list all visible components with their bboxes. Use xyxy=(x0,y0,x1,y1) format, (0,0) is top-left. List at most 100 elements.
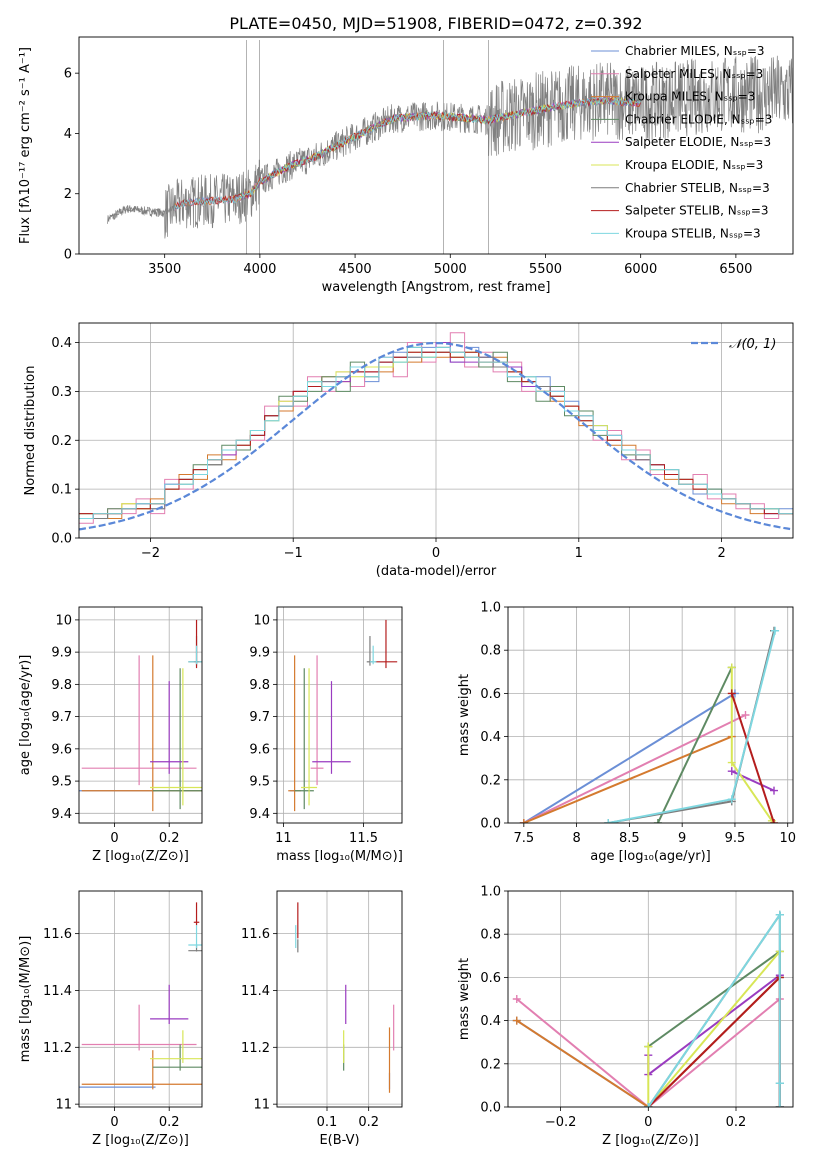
y-tick-label: 9.5 xyxy=(249,775,270,790)
weight-marker xyxy=(771,626,780,635)
x-tick-label: 0 xyxy=(432,546,440,561)
y-tick-label: 11.6 xyxy=(241,927,270,942)
model-line xyxy=(238,96,641,201)
axes-frame xyxy=(78,36,794,255)
legend-label: Salpeter STELIB, Nₛₛₚ=3 xyxy=(625,204,769,218)
weight-marker xyxy=(519,819,528,823)
weight-line xyxy=(523,714,746,823)
subplot-age_vs_Z: 0 0.2 9.4 9.5 9.6 9.7 9.8 9.9 10 Z [log₁₀(Z/Z⊙)] a… xyxy=(18,606,203,864)
x-tick-label: 11 xyxy=(275,831,292,846)
x-tick-label: 10 xyxy=(779,831,796,846)
x-axis-label: wavelength [Angstrom, rest frame] xyxy=(322,280,551,295)
axes-frame xyxy=(507,606,794,824)
y-tick-label: 1.0 xyxy=(480,601,501,616)
y-tick-label: 9.4 xyxy=(51,807,72,822)
x-tick-label: 8.5 xyxy=(619,831,640,846)
plot-area xyxy=(79,619,202,812)
plot-area xyxy=(79,332,793,531)
x-tick-label: 4500 xyxy=(339,262,372,277)
x-tick-label: 1 xyxy=(575,546,583,561)
y-tick-label: 11.4 xyxy=(241,984,270,999)
x-tick-label: 0.2 xyxy=(159,1115,180,1130)
y-tick-label: 9.9 xyxy=(51,646,72,661)
y-tick-label: 10 xyxy=(253,613,270,628)
y-tick-label: 11 xyxy=(253,1098,270,1113)
x-axis-label: mass [log₁₀(M/M⊙)] xyxy=(276,849,403,864)
y-tick-label: 0.2 xyxy=(480,1057,501,1072)
spectrum-data-line xyxy=(107,55,793,239)
legend-label: Kroupa STELIB, Nₛₛₚ=3 xyxy=(625,226,761,240)
subplot-mass_vs_ebv: 0.1 0.2 11 11.2 11.4 11.6 E(B-V) xyxy=(241,890,403,1148)
axes-frame xyxy=(78,322,794,539)
y-tick-label: 1.0 xyxy=(480,885,501,900)
x-tick-label: 5500 xyxy=(529,262,562,277)
subplot-mass_weight_vs_Z: −0.2 0 0.2 0.0 0.2 0.4 0.6 0.8 1.0 Z [log₁₀(Z/Z⊙)… xyxy=(457,885,794,1148)
weight-marker xyxy=(770,819,778,823)
x-tick-label: 4000 xyxy=(243,262,276,277)
y-tick-label: 0 xyxy=(64,248,72,263)
weight-marker xyxy=(512,995,521,1003)
normal-curve xyxy=(79,342,791,531)
y-tick-label: 0.2 xyxy=(51,434,72,449)
y-axis-label: Normed distribution xyxy=(23,366,38,496)
plot-area xyxy=(519,626,780,823)
weight-marker xyxy=(727,663,736,672)
y-tick-label: 9.9 xyxy=(249,646,270,661)
x-tick-label: 0.2 xyxy=(159,831,180,846)
x-tick-label: −2 xyxy=(141,546,160,561)
plot-area xyxy=(288,619,398,812)
y-tick-label: 10 xyxy=(55,613,72,628)
weight-marker xyxy=(770,786,778,795)
subplot-age_vs_mass: 11 11.5 9.4 9.5 9.6 9.7 9.8 9.9 10 mass [log₁₀(M/… xyxy=(249,606,403,864)
y-axis-label: mass [log₁₀(M/M⊙)] xyxy=(18,936,33,1063)
weight-line xyxy=(656,667,733,823)
x-tick-label: 0 xyxy=(644,1115,652,1130)
subplot-mass_vs_Z: 0 0.2 11 11.2 11.4 11.6 Z [log₁₀(Z/Z⊙)] mass [l… xyxy=(18,890,203,1148)
y-tick-label: 9.7 xyxy=(51,710,72,725)
y-tick-label: 6 xyxy=(64,67,72,82)
legend-label: Chabrier MILES, Nₛₛₚ=3 xyxy=(625,44,765,58)
x-tick-label: 11.5 xyxy=(349,831,378,846)
y-axis-label: Flux [fλ10⁻¹⁷ erg cm⁻² s⁻¹ A⁻¹] xyxy=(18,47,33,244)
y-tick-label: 0.0 xyxy=(51,532,72,547)
weight-marker xyxy=(644,1103,653,1107)
y-tick-label: 0.8 xyxy=(480,644,501,659)
weight-marker xyxy=(727,767,736,776)
axes-frame xyxy=(507,890,794,1108)
x-axis-label: E(B-V) xyxy=(319,1133,359,1148)
x-tick-label: 0 xyxy=(110,1115,118,1130)
x-axis-label: age [log₁₀(age/yr)] xyxy=(590,849,711,864)
weight-marker xyxy=(741,711,750,719)
y-tick-label: 0.8 xyxy=(480,928,501,943)
x-tick-label: 3500 xyxy=(148,262,181,277)
subplot-spectrum: 3500 4000 4500 5000 5500 6000 6500 0 2 4 6 waveleng… xyxy=(18,36,794,295)
plot-area xyxy=(512,910,784,1107)
y-tick-label: 11.4 xyxy=(43,984,72,999)
weight-marker xyxy=(775,910,784,919)
y-tick-label: 9.8 xyxy=(51,678,72,693)
x-tick-label: 0.1 xyxy=(317,1115,338,1130)
x-axis-label: Z [log₁₀(Z/Z⊙)] xyxy=(602,1133,699,1148)
model-line xyxy=(173,96,641,211)
x-tick-label: 6500 xyxy=(719,262,752,277)
x-tick-label: 9 xyxy=(678,831,686,846)
weight-line xyxy=(647,911,781,1107)
x-tick-label: 5000 xyxy=(434,262,467,277)
y-tick-label: 0.6 xyxy=(480,971,501,986)
weight-line xyxy=(647,975,781,1107)
x-tick-label: 8 xyxy=(572,831,580,846)
weight-line xyxy=(523,692,736,823)
y-axis-label: mass weight xyxy=(457,674,472,756)
weight-marker xyxy=(727,689,736,698)
weight-line xyxy=(608,630,775,823)
plots-layer: 3500 4000 4500 5000 5500 6000 6500 0 2 4 6 waveleng… xyxy=(18,36,796,1148)
y-tick-label: 4 xyxy=(64,127,72,142)
legend-label: Salpeter MILES, Nₛₛₚ=3 xyxy=(625,67,763,81)
y-tick-label: 11.2 xyxy=(241,1041,270,1056)
y-axis-label: mass weight xyxy=(457,958,472,1040)
y-tick-label: 0.1 xyxy=(51,483,72,498)
weight-marker xyxy=(644,1042,653,1051)
weight-marker xyxy=(775,1103,784,1107)
legend-label: Salpeter ELODIE, Nₛₛₚ=3 xyxy=(625,135,771,149)
legend-label: Kroupa ELODIE, Nₛₛₚ=3 xyxy=(625,158,763,172)
